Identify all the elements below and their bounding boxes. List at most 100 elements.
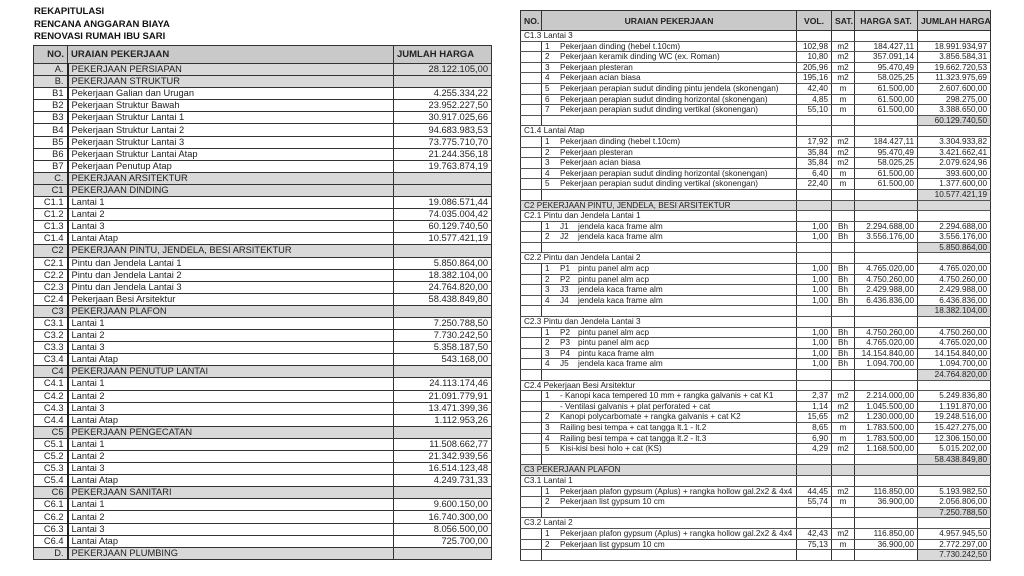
item-number: 2: [545, 497, 550, 507]
table-row: C2.2 Pintu dan Jendela Lantai 2 18.382.104…: [33, 268, 492, 282]
row-description: 3 Railing besi tempa + cat tangga lt.1 - …: [541, 421, 797, 434]
table-row: C1.1 Lantai 1 19.086.571,44: [33, 196, 492, 210]
table-row: B4 Pekerjaan Struktur Lantai 2 94.683.983,…: [33, 123, 492, 137]
item-number: 3: [545, 348, 550, 358]
row-description: Lantai 1: [67, 196, 394, 210]
row-unit: m2: [831, 72, 855, 84]
row-description: 3 P4 pintu kaca frame alm: [541, 347, 797, 360]
row-unit-price: 1.230.000,00: [854, 411, 918, 423]
item-description: jendela kaca frame alm: [578, 285, 663, 295]
row-number: C2: [33, 244, 69, 258]
empty-cell: [796, 188, 832, 201]
table-row: B6 Pekerjaan Struktur Lantai Atap 21.244.3…: [33, 147, 492, 161]
row-unit: Bh: [831, 220, 855, 233]
table-row: C4.2 Lantai 2 21.091.779,91: [33, 389, 492, 403]
row-unit-price: 36.900,00: [854, 496, 918, 508]
row-amount: 16.514.123,48: [393, 462, 492, 476]
item-code: J5: [560, 359, 569, 369]
empty-cell: [520, 347, 542, 360]
row-amount: [393, 365, 492, 379]
item-number: 2: [545, 52, 550, 62]
empty-cell: [831, 125, 855, 137]
item-number: 3: [545, 158, 550, 168]
empty-cell: [541, 114, 797, 127]
empty-cell: [917, 316, 991, 328]
table-row: C6.4 Lantai Atap 725.700,00: [33, 534, 492, 548]
item-description: Railing besi tempa + cat tangga lt.2 - l…: [560, 433, 707, 443]
table-row: 3 Pekerjaan plesteran 205,96 m2 95.470,49 19.…: [520, 61, 991, 74]
row-total: 19.662.720,53: [917, 61, 991, 74]
empty-cell: [796, 506, 832, 519]
empty-cell: [917, 474, 991, 487]
row-number: C3.4: [33, 353, 69, 367]
item-number: 2: [545, 232, 550, 242]
row-unit-price: 58.025,25: [854, 72, 918, 84]
row-number: C6.3: [33, 522, 69, 536]
empty-cell: [520, 411, 542, 423]
row-amount: 60.129.740,50: [393, 220, 492, 234]
subtotal-row: 7.250.788,50: [520, 506, 991, 519]
empty-cell: [831, 379, 855, 392]
empty-cell: [520, 104, 542, 116]
row-description: 2 Pekerjaan list gypsum 10 cm: [541, 496, 797, 508]
row-description: PEKERJAAN DINDING: [67, 183, 394, 198]
table-row: C2.1 Pintu dan Jendela Lantai 1 5.850.864,…: [33, 256, 492, 270]
item-description: Pekerjaan dinding (hebel t.10cm): [560, 41, 681, 51]
empty-cell: [831, 316, 855, 328]
empty-cell: [854, 252, 918, 265]
empty-cell: [917, 210, 991, 222]
table-row: 1 P1 pintu panel alm acp 1,00 Bh 4.765.020,00…: [520, 263, 991, 275]
row-description: PEKERJAAN PENUTUP LANTAI: [67, 365, 394, 379]
row-description: C2.4 Pekerjaan Besi Arsitektur: [520, 379, 797, 392]
row-description: 4 Pekerjaan acian biasa: [541, 72, 797, 84]
table-row: 1 Pekerjaan plafon gypsum (Aplus) + rangk…: [520, 485, 991, 498]
row-unit-price: 116.850,00: [854, 527, 918, 540]
table-row: - Ventilasi galvanis + plat perforated +…: [520, 400, 991, 413]
row-volume: 1,00: [796, 294, 832, 307]
row-total: 18.991.934,97: [917, 40, 991, 53]
empty-cell: [796, 517, 832, 529]
table-row: C2.4 Pekerjaan Besi Arsitektur 58.438.849,…: [33, 292, 492, 306]
item-description: jendela kaca frame alm: [578, 221, 663, 231]
row-description: Lantai Atap: [67, 353, 394, 367]
row-description: Pintu dan Jendela Lantai 3: [67, 280, 394, 294]
row-unit-price: 1.168.500,00: [854, 443, 918, 455]
row-description: Lantai 1: [67, 498, 394, 512]
row-total: 6.436.836,00: [917, 294, 991, 307]
empty-cell: [520, 157, 542, 169]
empty-cell: [520, 453, 542, 466]
row-number: C6: [33, 486, 69, 500]
row-amount: 10.577.421,19: [393, 232, 492, 246]
item-description: Pekerjaan perapian sudut dinding vertika…: [560, 179, 758, 189]
row-number: C4.4: [33, 413, 69, 427]
item-number: 2: [545, 412, 550, 422]
row-total: 2.607.600,00: [917, 82, 991, 95]
item-number: 1: [545, 528, 550, 538]
row-number: C2.1: [524, 211, 544, 221]
table-row: C6.2 Lantai 2 16.740.300,00: [33, 510, 492, 524]
row-description: Pekerjaan Besi Arsitektur: [67, 292, 394, 306]
row-total: 1.377.600,00: [917, 178, 991, 190]
table-row: 1 J1 jendela kaca frame alm 1,00 Bh 2.294.688…: [520, 220, 991, 233]
item-description: Pekerjaan perapian sudut dinding pintu j…: [560, 83, 779, 93]
header-description: URAIAN PEKERJAAN: [541, 10, 797, 31]
table-row: 5 Pekerjaan perapian sudut dinding vertik…: [520, 178, 991, 190]
row-title: PEKERJAAN PINTU, JENDELA, BESI ARSITEKTU…: [536, 200, 731, 210]
row-amount: [393, 183, 492, 198]
empty-cell: [854, 506, 918, 519]
row-amount: 5.850.864,00: [393, 256, 492, 270]
section-row: A. PEKERJAAN PERSIAPAN 28.122.105,00: [33, 62, 492, 77]
row-total: 3.421.662,41: [917, 146, 991, 159]
empty-cell: [796, 474, 832, 487]
row-unit: m: [831, 421, 855, 434]
empty-cell: [854, 199, 918, 212]
empty-cell: [796, 464, 832, 476]
table-row: 2 Pekerjaan plesteran 35,84 m2 95.470,49 3.42…: [520, 146, 991, 159]
empty-cell: [796, 305, 832, 318]
row-amount: 13.471.399,36: [393, 401, 492, 415]
row-amount: [393, 244, 492, 258]
row-amount: 23.952.227,50: [393, 99, 492, 113]
empty-cell: [520, 549, 542, 561]
row-description: Lantai 2: [67, 449, 394, 464]
empty-cell: [520, 326, 542, 339]
